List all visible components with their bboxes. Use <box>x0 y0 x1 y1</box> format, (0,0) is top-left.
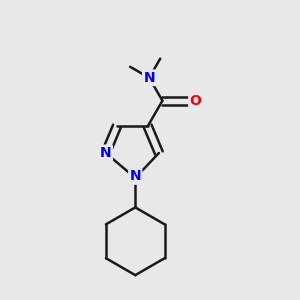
Text: N: N <box>130 169 141 184</box>
Text: O: O <box>190 94 201 108</box>
Text: N: N <box>143 71 155 85</box>
Text: N: N <box>100 146 112 160</box>
